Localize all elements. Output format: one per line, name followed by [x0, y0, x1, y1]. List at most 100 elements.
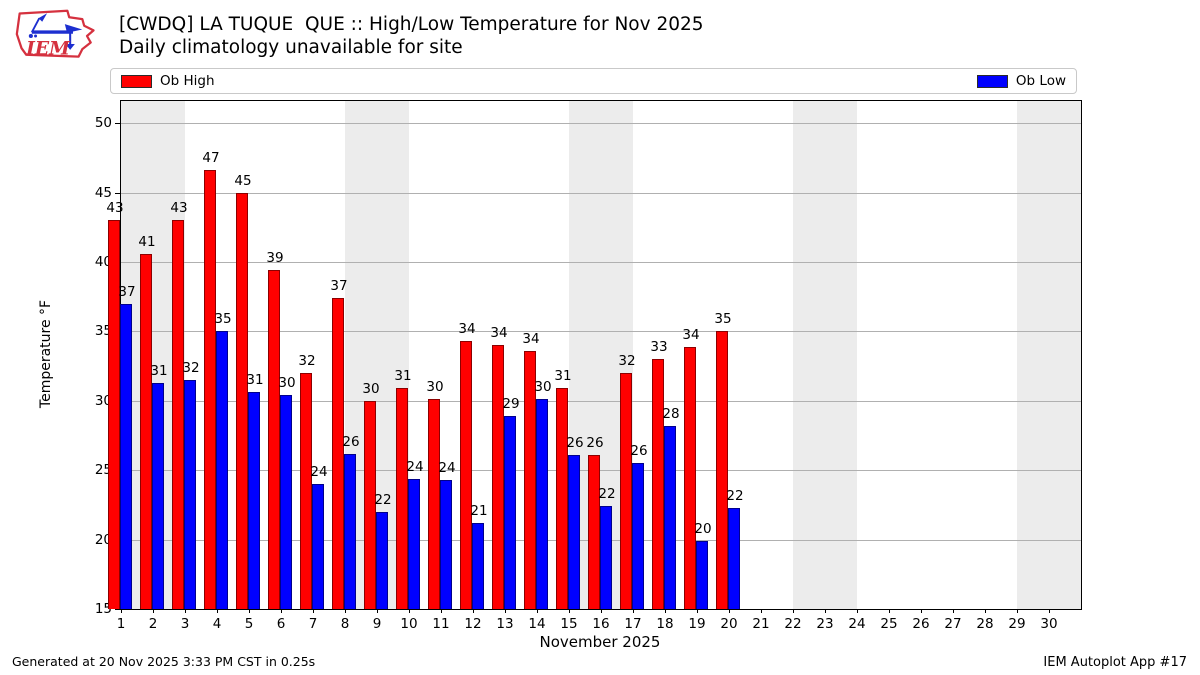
bar-high-day-18 — [652, 359, 664, 609]
x-tick — [889, 609, 890, 613]
bar-low-day-10 — [408, 478, 420, 609]
low-value-label-day-8: 26 — [342, 433, 360, 450]
low-value-label-day-12: 21 — [470, 502, 488, 519]
bar-high-day-5 — [236, 192, 248, 609]
low-value-label-day-9: 22 — [374, 491, 392, 508]
x-tick — [121, 609, 122, 613]
high-value-label-day-18: 33 — [650, 339, 668, 356]
gridline-45 — [121, 192, 1081, 194]
x-tick — [1049, 609, 1050, 613]
x-tick — [793, 609, 794, 613]
gridline-40 — [121, 262, 1081, 263]
x-tick — [601, 609, 602, 613]
x-tick — [761, 609, 762, 613]
iem-logo: IEM — [15, 9, 95, 60]
x-axis-title: November 2025 — [539, 633, 661, 651]
ob-high-label: Ob High — [160, 73, 215, 89]
ob-low-swatch — [976, 74, 1008, 88]
x-tick-label: 3 — [180, 616, 190, 632]
x-tick — [665, 609, 666, 613]
bar-low-day-7 — [312, 484, 324, 609]
bar-high-day-2 — [140, 253, 152, 609]
bar-high-day-9 — [364, 400, 376, 609]
x-tick-label: 28 — [976, 616, 994, 632]
gridline-30 — [121, 400, 1081, 402]
x-tick — [569, 609, 570, 613]
x-tick-label: 7 — [308, 616, 318, 632]
x-tick-label: 26 — [912, 616, 930, 632]
low-value-label-day-11: 24 — [438, 459, 456, 476]
y-axis-title: Temperature °F — [38, 299, 54, 409]
x-tick-label: 18 — [656, 616, 674, 632]
x-tick — [537, 609, 538, 613]
bar-low-day-19 — [696, 541, 708, 609]
x-tick — [985, 609, 986, 613]
ob-low-label: Ob Low — [1015, 73, 1066, 89]
low-value-label-day-4: 35 — [214, 311, 232, 328]
x-tick — [1017, 609, 1018, 613]
y-tick — [115, 123, 120, 125]
x-tick-label: 6 — [276, 616, 286, 632]
low-value-label-day-6: 30 — [278, 375, 296, 392]
high-value-label-day-7: 32 — [298, 353, 316, 370]
high-value-label-day-8: 37 — [330, 278, 348, 295]
low-value-label-day-17: 26 — [630, 443, 648, 460]
low-value-label-day-7: 24 — [310, 464, 328, 481]
x-tick-label: 4 — [212, 616, 222, 632]
x-tick — [441, 609, 442, 613]
high-value-label-day-5: 45 — [234, 172, 252, 189]
x-tick — [633, 609, 634, 613]
weekend-band — [1017, 101, 1081, 609]
y-tick — [115, 609, 120, 610]
x-tick-label: 16 — [592, 616, 610, 632]
generated-timestamp: Generated at 20 Nov 2025 3:33 PM CST in … — [12, 654, 316, 669]
low-value-label-day-18: 28 — [662, 405, 680, 422]
high-value-label-day-16: 26 — [586, 434, 604, 451]
low-value-label-day-15: 26 — [566, 434, 584, 451]
high-value-label-day-17: 32 — [618, 353, 636, 370]
high-value-label-day-20: 35 — [714, 311, 732, 328]
bar-high-day-16 — [588, 454, 600, 609]
bar-low-day-6 — [280, 395, 292, 609]
bar-high-day-19 — [684, 346, 696, 609]
ob-high-swatch — [121, 74, 152, 88]
x-tick-label: 2 — [148, 616, 158, 632]
high-value-label-day-2: 41 — [138, 233, 156, 250]
x-tick-label: 1 — [116, 616, 126, 632]
y-tick-label: 20 — [94, 531, 112, 548]
bar-high-day-8 — [332, 298, 344, 609]
x-tick — [281, 609, 282, 613]
bar-low-day-11 — [440, 479, 452, 609]
bar-high-day-17 — [620, 373, 632, 609]
x-tick — [217, 609, 218, 613]
y-tick — [115, 192, 120, 194]
y-tick-label: 45 — [94, 184, 112, 201]
bar-high-day-14 — [524, 350, 536, 609]
x-tick — [249, 609, 250, 613]
legend-item-ob-low: Ob Low — [976, 73, 1066, 89]
x-tick-label: 14 — [528, 616, 546, 632]
gridline-50 — [121, 123, 1081, 125]
gridline-35 — [121, 331, 1081, 333]
x-tick-label: 5 — [244, 616, 254, 632]
bar-high-day-11 — [428, 399, 440, 609]
legend: Ob High Ob Low — [110, 68, 1077, 94]
bar-low-day-8 — [344, 453, 356, 609]
high-value-label-day-3: 43 — [170, 200, 188, 217]
x-tick-label: 12 — [464, 616, 482, 632]
chart-subtitle: Daily climatology unavailable for site — [119, 37, 463, 58]
bar-high-day-1 — [108, 220, 120, 609]
x-tick-label: 25 — [880, 616, 898, 632]
low-value-label-day-20: 22 — [726, 487, 744, 504]
low-value-label-day-13: 29 — [502, 396, 520, 413]
bar-low-day-2 — [152, 382, 164, 609]
x-tick — [473, 609, 474, 613]
bar-low-day-13 — [504, 416, 516, 609]
bar-low-day-18 — [664, 425, 676, 609]
high-value-label-day-12: 34 — [458, 321, 476, 338]
x-tick-label: 30 — [1040, 616, 1058, 632]
y-tick-label: 35 — [94, 323, 112, 340]
low-value-label-day-1: 37 — [118, 283, 136, 300]
bar-low-day-9 — [376, 511, 388, 609]
x-tick-label: 8 — [340, 616, 350, 632]
